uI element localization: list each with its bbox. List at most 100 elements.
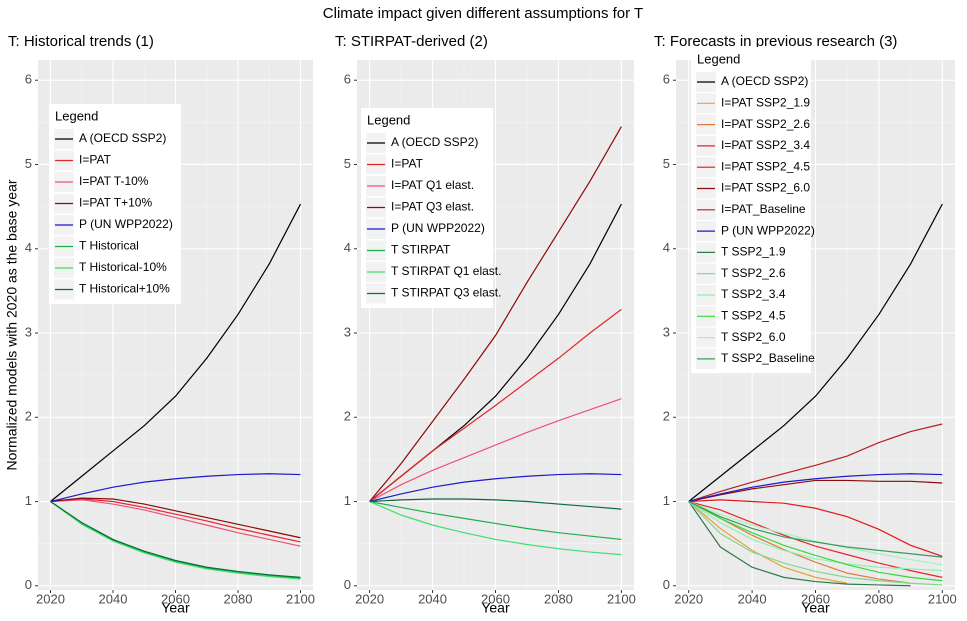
legend-label: A (OECD SSP2) [79, 131, 166, 145]
legend-label: T SSP2_3.4 [721, 287, 786, 301]
x-tick-label: 2100 [286, 591, 315, 606]
x-tick-label: 2040 [738, 591, 767, 606]
y-tick-label: 6 [25, 72, 32, 87]
series-line [50, 498, 301, 543]
x-tick-label: 2020 [355, 591, 384, 606]
legend-label: T SSP2_1.9 [721, 245, 786, 259]
legend-label: I=PAT [391, 157, 424, 171]
y-tick-label: 6 [344, 72, 351, 87]
x-tick-label: 2080 [224, 591, 253, 606]
x-axis-label: Year [161, 600, 190, 616]
x-tick-label: 2080 [544, 591, 573, 606]
figure-title: Climate impact given different assumptio… [323, 5, 643, 22]
series-line [688, 203, 943, 502]
legend-label: T STIRPAT Q3 elast. [391, 286, 501, 300]
series-line [50, 501, 301, 578]
series-line [688, 423, 943, 503]
series-line [50, 473, 301, 503]
x-axis-label: Year [801, 600, 830, 616]
series-line [688, 499, 943, 557]
y-tick-label: 6 [663, 72, 670, 87]
series-line [688, 501, 848, 584]
legend-label: I=PAT T-10% [79, 174, 149, 188]
legend-label: T STIRPAT [391, 243, 451, 257]
legend-label: I=PAT SSP2_2.6 [721, 117, 810, 131]
y-tick-label: 2 [663, 409, 670, 424]
legend-label: I=PAT_Baseline [721, 202, 806, 216]
legend-label: T SSP2_4.5 [721, 308, 786, 322]
y-tick-label: 1 [663, 493, 670, 508]
x-axis-label: Year [481, 600, 510, 616]
series-line [688, 479, 943, 503]
series-line [50, 203, 302, 502]
series-line [369, 500, 622, 541]
legend-label: I=PAT [79, 153, 112, 167]
legend-label: I=PAT SSP2_6.0 [721, 181, 810, 195]
legend-label: P (UN WPP2022) [721, 223, 815, 237]
y-tick-label: 0 [663, 577, 670, 592]
y-tick-label: 4 [344, 240, 351, 255]
x-tick-label: 2060 [161, 591, 190, 606]
x-tick-label: 2020 [36, 591, 65, 606]
series-line [369, 308, 622, 502]
x-tick-label: 2020 [674, 591, 703, 606]
x-tick-label: 2060 [481, 591, 510, 606]
legend-label: I=PAT SSP2_1.9 [721, 95, 810, 109]
panel-title: T: Forecasts in previous research (3) [654, 33, 897, 50]
legend-title: Legend [367, 112, 410, 127]
panel-title: T: STIRPAT-derived (2) [335, 33, 488, 50]
series-line [369, 126, 622, 502]
y-tick-label: 5 [344, 156, 351, 171]
series-line [369, 500, 622, 556]
legend-label: I=PAT SSP2_4.5 [721, 159, 810, 173]
y-tick-label: 3 [344, 324, 351, 339]
legend-label: I=PAT Q1 elast. [391, 178, 474, 192]
y-tick-label: 5 [663, 156, 670, 171]
series-line [369, 398, 622, 503]
legend-title: Legend [697, 51, 740, 66]
panel-title: T: Historical trends (1) [8, 33, 154, 50]
legend-label: I=PAT SSP2_3.4 [721, 138, 810, 152]
y-axis-label: Normalized models with 2020 as the base … [4, 179, 20, 470]
x-tick-label: 2100 [607, 591, 636, 606]
series-line [50, 497, 301, 539]
y-tick-label: 4 [25, 240, 32, 255]
x-tick-label: 2100 [928, 591, 957, 606]
x-tick-label: 2080 [864, 591, 893, 606]
legend-label: P (UN WPP2022) [79, 217, 173, 231]
y-tick-label: 5 [25, 156, 32, 171]
y-tick-label: 3 [663, 324, 670, 339]
y-tick-label: 0 [344, 577, 351, 592]
series-line [688, 501, 943, 586]
legend-label: A (OECD SSP2) [391, 135, 478, 149]
legend-label: I=PAT Q3 elast. [391, 200, 474, 214]
legend-label: T Historical-10% [79, 260, 167, 274]
legend-label: A (OECD SSP2) [721, 74, 808, 88]
y-tick-label: 4 [663, 240, 670, 255]
series-line [688, 500, 943, 582]
legend-label: I=PAT T+10% [79, 196, 152, 210]
y-tick-label: 2 [25, 409, 32, 424]
series-line [688, 473, 943, 503]
y-tick-label: 1 [25, 493, 32, 508]
series-line [50, 501, 301, 579]
series-line [50, 501, 301, 580]
series-line [688, 500, 943, 566]
legend-label: T Historical+10% [79, 282, 170, 296]
legend-label: T STIRPAT Q1 elast. [391, 264, 501, 278]
legend-label: T SSP2_Baseline [721, 351, 815, 365]
x-tick-label: 2040 [99, 591, 128, 606]
series-line [369, 498, 622, 510]
y-tick-label: 1 [344, 493, 351, 508]
legend-title: Legend [55, 108, 98, 123]
series-line [50, 499, 301, 547]
series-line [688, 501, 911, 587]
legend-label: T SSP2_2.6 [721, 266, 786, 280]
series-line [369, 473, 622, 503]
x-tick-label: 2060 [801, 591, 830, 606]
series-line [688, 501, 943, 572]
series-line [688, 500, 943, 558]
y-tick-label: 2 [344, 409, 351, 424]
x-tick-label: 2040 [418, 591, 447, 606]
